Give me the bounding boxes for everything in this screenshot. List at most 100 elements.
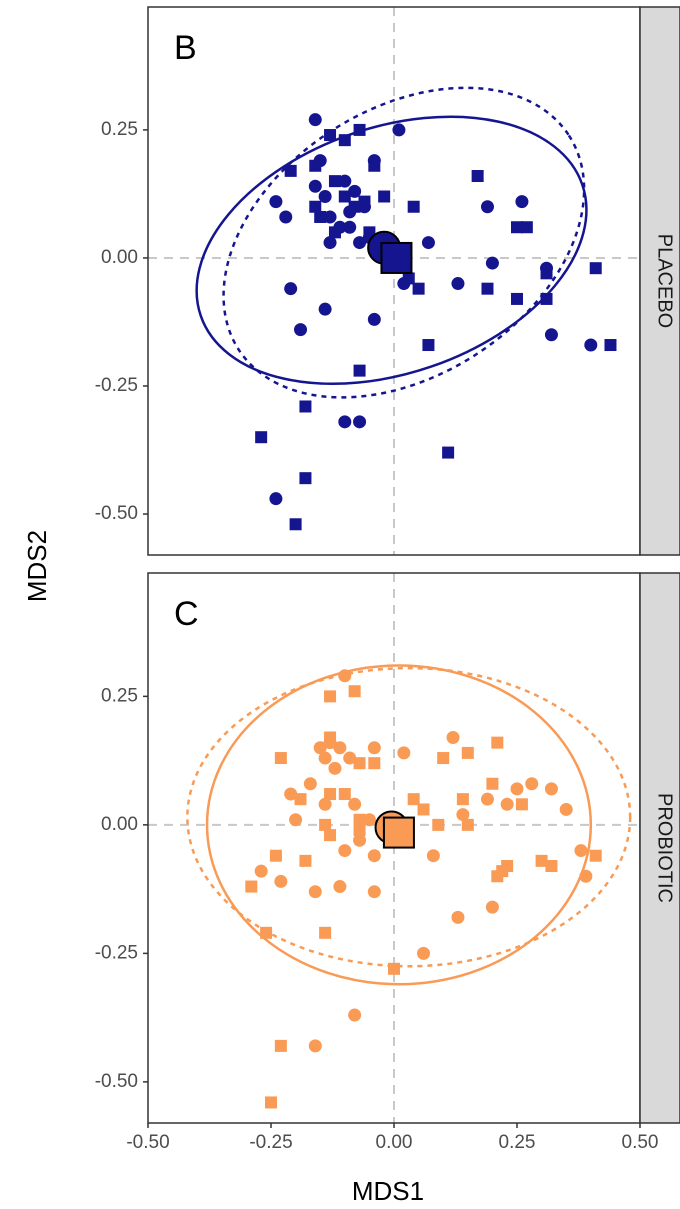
data-point-circle	[348, 797, 362, 811]
data-point-circle	[348, 1008, 362, 1022]
data-point-circle	[451, 910, 465, 924]
data-point-square	[274, 752, 287, 765]
data-point-square	[324, 690, 337, 703]
data-point-square	[491, 736, 504, 749]
data-point-square	[540, 292, 553, 305]
data-point-circle	[353, 236, 367, 250]
data-point-square	[348, 685, 361, 698]
data-point-square	[348, 200, 361, 213]
data-point-square	[456, 793, 469, 806]
data-point-square	[245, 880, 258, 893]
data-point-circle	[323, 210, 337, 224]
data-point-square	[412, 282, 425, 295]
data-point-circle	[333, 741, 347, 755]
data-point-circle	[367, 849, 381, 863]
data-point-square	[501, 859, 514, 872]
plot-area	[186, 664, 632, 1109]
data-point-circle	[284, 282, 298, 296]
x-tick-label: -0.25	[249, 1132, 292, 1153]
panel-placebo: PLACEBO B -0.50 -0.25 0.00 0.25	[95, 6, 680, 556]
data-point-square	[545, 859, 558, 872]
data-point-square	[353, 123, 366, 136]
y-tick-label: -0.50	[95, 503, 138, 524]
data-point-square	[540, 267, 553, 280]
data-point-square	[589, 262, 602, 275]
data-point-circle	[338, 174, 352, 188]
y-axis-title: MDS2	[22, 530, 52, 602]
data-point-circle	[318, 302, 332, 316]
data-point-square	[353, 824, 366, 837]
data-point-square	[314, 210, 327, 223]
data-point-square	[486, 777, 499, 790]
confidence-ellipse-solid	[195, 115, 588, 386]
x-tick-label: 0.00	[376, 1132, 413, 1153]
data-point-circle	[446, 730, 460, 744]
data-point-circle	[284, 787, 298, 801]
x-axis-title: MDS1	[352, 1176, 424, 1206]
panel-probiotic: PROBIOTIC C -0.50 -0.25 0.00 0.25	[95, 572, 680, 1124]
data-point-circle	[510, 782, 524, 796]
data-point-circle	[525, 777, 539, 791]
data-point-square	[338, 134, 351, 147]
data-point-circle	[313, 741, 327, 755]
data-point-square	[422, 339, 435, 352]
data-point-circle	[480, 792, 494, 806]
data-point-circle	[269, 492, 283, 506]
data-point-circle	[485, 256, 499, 270]
data-point-circle	[353, 415, 367, 429]
data-point-circle	[338, 415, 352, 429]
data-point-circle	[574, 844, 588, 858]
data-point-circle	[308, 885, 322, 899]
data-point-square	[471, 170, 484, 183]
data-point-circle	[348, 184, 362, 198]
facet-strip	[639, 6, 680, 556]
data-point-square	[338, 190, 351, 203]
data-point-square	[491, 870, 504, 883]
facet-strip	[639, 572, 680, 1124]
data-point-square	[515, 798, 528, 811]
data-point-circle	[318, 189, 332, 203]
data-point-square	[461, 818, 474, 831]
data-point-square	[461, 746, 474, 759]
y-tick-label: -0.25	[95, 942, 138, 963]
data-point-circle	[500, 797, 514, 811]
data-point-circle	[579, 869, 593, 883]
data-point-circle	[485, 900, 499, 914]
data-point-square	[437, 752, 450, 765]
data-point-circle	[367, 312, 381, 326]
y-tick-label: -0.50	[95, 1071, 138, 1092]
data-point-square	[269, 849, 282, 862]
data-point-square	[432, 818, 445, 831]
data-point-square	[388, 962, 400, 975]
data-point-circle	[559, 802, 573, 816]
data-point-square	[274, 1039, 287, 1052]
data-point-circle	[426, 849, 440, 863]
data-point-square	[319, 818, 332, 831]
data-point-circle	[417, 946, 431, 960]
facet-strip-label: PROBIOTIC	[654, 793, 676, 903]
data-point-circle	[254, 864, 268, 878]
data-point-square	[265, 1096, 277, 1109]
data-point-square	[417, 803, 430, 816]
y-tick-label: 0.25	[101, 119, 138, 140]
data-point-circle	[338, 844, 352, 858]
confidence-ellipse-solid	[205, 664, 593, 986]
data-point-circle	[303, 777, 317, 791]
data-point-square	[511, 292, 523, 305]
data-point-square	[353, 364, 366, 377]
panel-letter: C	[174, 595, 199, 633]
data-point-circle	[294, 323, 308, 337]
data-point-square	[324, 129, 337, 142]
data-point-square	[353, 813, 366, 826]
data-point-square	[363, 226, 376, 239]
data-point-circle	[392, 123, 406, 137]
data-point-square	[368, 159, 381, 172]
data-point-circle	[544, 328, 558, 342]
data-point-circle	[338, 669, 352, 683]
data-point-circle	[269, 195, 283, 209]
data-point-square	[324, 731, 337, 744]
data-point-circle	[318, 797, 332, 811]
data-point-square	[309, 200, 322, 213]
y-tick-label: 0.25	[101, 685, 138, 706]
data-point-square	[338, 788, 351, 801]
